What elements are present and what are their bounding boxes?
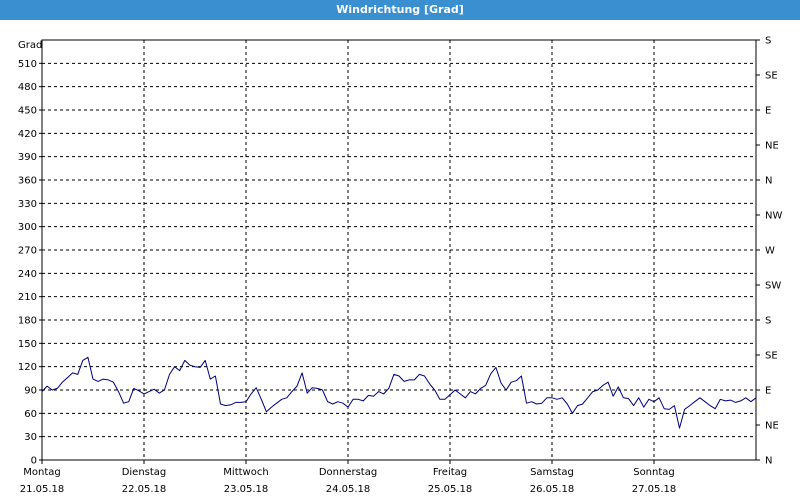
x-tick-day-label: Montag bbox=[23, 467, 60, 478]
y-tick-label: 270 bbox=[18, 246, 37, 257]
y-tick-label: 390 bbox=[18, 152, 37, 163]
y-tick-label: 480 bbox=[18, 82, 37, 93]
y2-axis-ticks: N NE E SE S SW W NW N NE E SE S bbox=[756, 36, 782, 467]
window-title: Windrichtung [Grad] bbox=[0, 0, 800, 20]
y-tick-label: 0 bbox=[31, 456, 37, 467]
y-tick-label: 120 bbox=[18, 362, 37, 373]
x-tick-day-label: Sonntag bbox=[633, 467, 675, 478]
y2-tick-label: SE bbox=[765, 71, 778, 82]
x-tick-date-label: 23.05.18 bbox=[224, 484, 269, 495]
x-tick-day-label: Dienstag bbox=[122, 467, 167, 478]
y2-tick-label: W bbox=[765, 246, 775, 257]
y-tick-label: 30 bbox=[24, 432, 37, 443]
series-layer bbox=[41, 356, 757, 429]
x-tick-date-label: 24.05.18 bbox=[326, 484, 371, 495]
y-tick-label: 300 bbox=[18, 222, 37, 233]
y-tick-label: 450 bbox=[18, 106, 37, 117]
x-tick-date-label: 25.05.18 bbox=[428, 484, 473, 495]
y2-tick-label: SE bbox=[765, 351, 778, 362]
grid-lines bbox=[42, 40, 756, 460]
y2-tick-label: E bbox=[765, 106, 771, 117]
y-axis-ticks: 0 30 60 90 120 150 180 210 240 270 300 330 360 390 420… bbox=[18, 59, 42, 467]
y2-tick-label: NE bbox=[765, 141, 779, 152]
y-tick-label: 510 bbox=[18, 59, 37, 70]
y2-tick-label: E bbox=[765, 386, 771, 397]
x-tick-day-label: Donnerstag bbox=[319, 467, 377, 478]
y2-tick-label: NE bbox=[765, 421, 779, 432]
y-tick-label: 330 bbox=[18, 199, 37, 210]
x-tick-date-label: 27.05.18 bbox=[632, 484, 677, 495]
y-tick-label: 210 bbox=[18, 292, 37, 303]
y-tick-label: 180 bbox=[18, 316, 37, 327]
y-tick-label: 150 bbox=[18, 339, 37, 350]
y2-tick-label: SW bbox=[765, 281, 781, 292]
x-tick-date-label: 21.05.18 bbox=[20, 484, 65, 495]
x-tick-day-label: Freitag bbox=[433, 467, 467, 478]
y-axis-label: Grad bbox=[18, 40, 42, 51]
y2-tick-label: S bbox=[765, 316, 771, 327]
x-tick-day-label: Mittwoch bbox=[223, 467, 268, 478]
x-axis-ticks: Montag 21.05.18 Dienstag 22.05.18 Mittwoch 23… bbox=[20, 460, 677, 495]
y2-tick-label: S bbox=[765, 36, 771, 47]
y2-tick-label: N bbox=[765, 176, 772, 187]
x-tick-date-label: 22.05.18 bbox=[122, 484, 167, 495]
y-tick-label: 240 bbox=[18, 269, 37, 280]
series-line-wind-direction bbox=[41, 356, 757, 429]
x-tick-date-label: 26.05.18 bbox=[530, 484, 575, 495]
y-tick-label: 90 bbox=[24, 386, 37, 397]
y-tick-label: 420 bbox=[18, 129, 37, 140]
y2-tick-label: N bbox=[765, 456, 772, 467]
y2-tick-label: NW bbox=[765, 211, 782, 222]
y-tick-label: 60 bbox=[24, 409, 37, 420]
y-tick-label: 360 bbox=[18, 176, 37, 187]
x-tick-day-label: Samstag bbox=[530, 467, 574, 478]
wind-direction-chart: Grad 0 30 60 90 120 150 180 210 240 270 300 330 360 3… bbox=[18, 36, 783, 496]
